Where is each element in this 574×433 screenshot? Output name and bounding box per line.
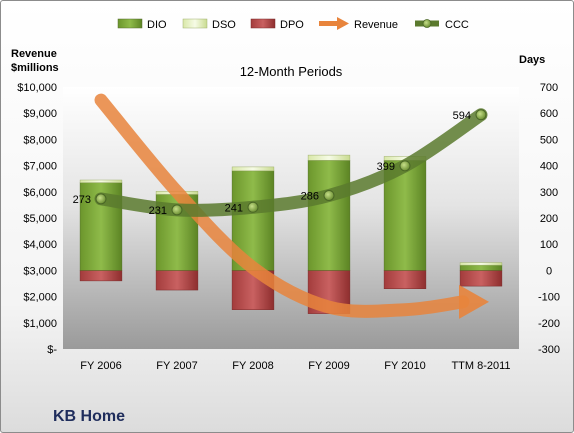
right-tick-label: 200 [540,213,558,225]
left-tick-label: $4,000 [23,239,57,251]
legend-item-dio: DIO [117,18,167,31]
right-tick-label: -200 [538,318,560,330]
bar-dso [231,166,275,172]
ccc-point [171,204,183,216]
x-tick-label: FY 2007 [156,360,197,372]
ccc-data-label: 594 [453,110,471,122]
x-tick-label: FY 2009 [308,360,349,372]
right-tick-label: 0 [546,265,552,277]
ccc-data-label: 399 [377,161,395,173]
legend-label-dpo: DPO [280,19,304,31]
legend-label-dso: DSO [212,19,236,31]
ccc-series [94,108,488,217]
bar-dio [307,160,351,271]
left-tick-label: $5,000 [23,213,57,225]
legend-label-ccc: CCC [445,19,469,31]
right-tick-label: 400 [540,161,558,173]
left-axis-title-line1: Revenue [11,48,57,60]
chart-title: 12-Month Periods [240,64,343,79]
legend-item-revenue: Revenue [319,17,398,31]
ccc-data-label: 231 [149,205,167,217]
x-axis-ticks: FY 2006 FY 2007 FY 2008 FY 2009 FY 2010 TTM 8… [80,360,510,372]
x-tick-label: FY 2006 [80,360,121,372]
ccc-point [323,189,335,201]
bar-dpo [383,270,427,289]
revenue-arrowhead [459,284,489,319]
right-axis-title: Days [519,54,545,66]
bar-dso [307,154,351,161]
bar-dpo [155,270,199,291]
bar-dio [459,264,503,271]
legend-item-dso: DSO [182,18,236,31]
ccc-data-label: 241 [225,202,243,214]
right-tick-label: 700 [540,82,558,94]
bar-series [79,154,503,314]
left-axis-ticks: $- $1,000 $2,000 $3,000 $4,000 $5,000 $6,000 $7… [17,82,57,356]
left-tick-label: $8,000 [23,134,57,146]
right-axis-ticks: -300 -200 -100 0 100 200 300 400 500 600 700 [538,82,560,356]
x-tick-label: TTM 8-2011 [451,360,510,372]
legend-item-ccc: CCC [415,19,469,31]
legend-item-dpo: DPO [250,18,304,31]
right-tick-label: 300 [540,187,558,199]
ccc-point [399,160,411,172]
left-tick-label: $2,000 [23,292,57,304]
x-tick-label: FY 2010 [384,360,425,372]
left-axis-title-line2: $millions [11,62,59,74]
bar-dso [79,179,123,183]
left-tick-label: $1,000 [23,318,57,330]
ccc-point [95,193,107,205]
left-tick-label: $- [47,344,57,356]
left-tick-label: $3,000 [23,265,57,277]
ccc-data-labels: 273 231 241 286 399 594 [73,110,471,217]
left-tick-label: $7,000 [23,161,57,173]
revenue-line [94,93,470,318]
legend-label-dio: DIO [147,19,167,31]
x-tick-label: FY 2008 [232,360,273,372]
bar-dpo [79,270,123,282]
right-tick-label: 100 [540,239,558,251]
right-tick-label: -100 [538,292,560,304]
legend-label-revenue: Revenue [354,19,398,31]
left-tick-label: $9,000 [23,108,57,120]
revenue-series [94,93,489,319]
legend: DIO DSO DPO Revenue CCC [117,17,469,31]
ccc-data-label: 273 [73,194,91,206]
left-tick-label: $6,000 [23,187,57,199]
ccc-point [475,109,487,121]
bar-dpo [459,270,503,287]
ccc-point [247,201,259,213]
ccc-data-label: 286 [301,190,319,202]
bar-dso [459,262,503,266]
left-tick-label: $10,000 [17,82,57,94]
right-tick-label: -300 [538,344,560,356]
right-tick-label: 600 [540,108,558,120]
right-tick-label: 500 [540,134,558,146]
company-name: KB Home [53,408,125,425]
